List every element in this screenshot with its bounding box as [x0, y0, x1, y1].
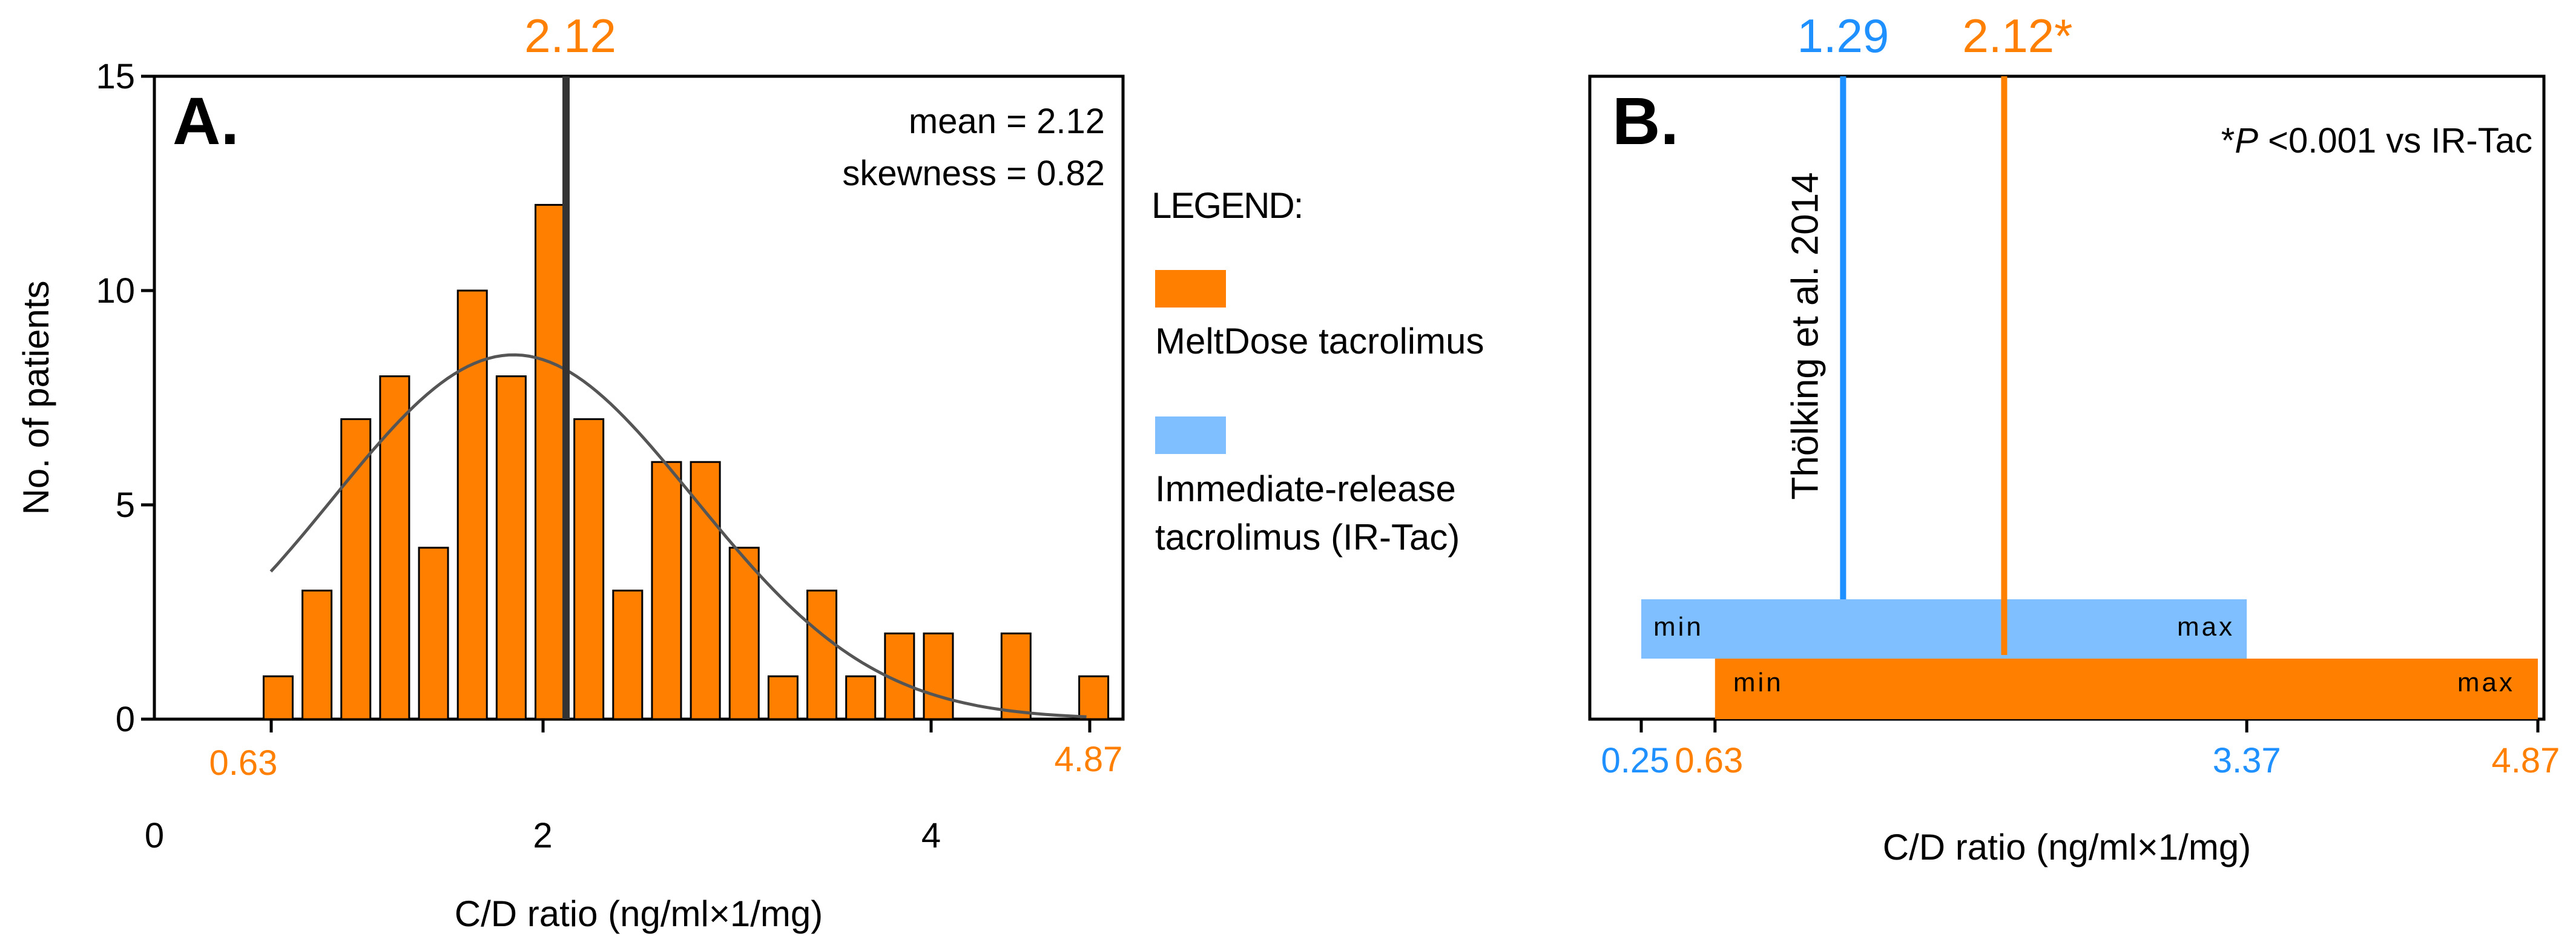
ir-tac-bar-max-text: max	[2177, 612, 2235, 642]
x-tick-label: 0	[145, 816, 164, 855]
histogram-bar	[884, 632, 915, 720]
histogram-bar	[651, 461, 682, 720]
panel-a-y-axis: 0 5 10 15	[96, 57, 154, 739]
panel-a-bars	[262, 203, 1110, 720]
legend-swatch-ir-tac	[1155, 416, 1226, 454]
histogram-bar	[767, 675, 799, 720]
histogram-bar	[845, 675, 877, 720]
y-tick-label: 10	[96, 271, 135, 311]
histogram-bar	[418, 547, 449, 720]
histogram-bar	[573, 418, 605, 720]
x-tick-label: 0.63	[1675, 741, 1743, 780]
panel-a-y-label: No. of patients	[16, 281, 56, 515]
legend-label-ir-tac-line1: Immediate-release	[1155, 469, 1456, 509]
ir-tac-range-bar	[1641, 599, 2247, 659]
histogram-bar	[1000, 632, 1032, 720]
histogram-bar	[535, 203, 565, 720]
panel-a-x-axis: 0 2 4	[145, 719, 1092, 855]
histogram-bar	[340, 418, 372, 720]
histogram-bar	[728, 547, 760, 720]
note-prefix: *	[2221, 121, 2235, 160]
ir-tac-line-annotation: Thölking et al. 2014	[1784, 172, 1826, 499]
histogram-bar	[923, 632, 954, 720]
ir-tac-bar-min-text: min	[1653, 612, 1704, 642]
meltdose-bar-max-text: max	[2457, 668, 2515, 697]
histogram-bar	[301, 590, 333, 720]
histogram-bar	[262, 675, 294, 720]
panel-a-range-max-label: 4.87	[1055, 740, 1123, 779]
panel-a-stats-mean: mean = 2.12	[909, 102, 1105, 141]
legend-swatch-meltdose	[1155, 270, 1226, 308]
y-tick-label: 15	[96, 57, 135, 96]
legend-label-ir-tac-line2: tacrolimus (IR-Tac)	[1155, 517, 1460, 558]
histogram-bar	[690, 461, 721, 720]
meltdose-bar-min-text: min	[1733, 668, 1784, 697]
panel-a-x-label: C/D ratio (ng/ml×1/mg)	[455, 893, 823, 934]
panel-b-significance-note: *P <0.001 vs IR-Tac	[2221, 121, 2532, 160]
x-tick-label: 4	[921, 816, 941, 855]
histogram-bar	[495, 375, 527, 720]
panel-a-range-min-label: 0.63	[209, 743, 278, 783]
meltdose-mean-label: 2.12*	[1962, 9, 2072, 62]
y-tick-label: 0	[116, 700, 135, 739]
legend: LEGEND: MeltDose tacrolimus Immediate-re…	[1151, 185, 1484, 558]
panel-a-stats-skewness: skewness = 0.82	[842, 154, 1105, 193]
histogram-bar	[612, 590, 644, 720]
x-tick-label: 4.87	[2492, 741, 2560, 780]
legend-label-meltdose: MeltDose tacrolimus	[1155, 321, 1484, 361]
x-tick-label: 3.37	[2213, 741, 2281, 780]
panel-b-letter: B.	[1612, 84, 1679, 159]
x-tick-label: 0.25	[1601, 741, 1670, 780]
panel-a-mean-label: 2.12	[524, 9, 616, 62]
histogram-bar	[806, 590, 838, 720]
panel-b-x-axis: 0.25 0.63 3.37 4.87	[1601, 719, 2560, 780]
panel-a-letter: A.	[173, 84, 239, 159]
panel-a-normal-fit-curve	[269, 353, 1087, 719]
panel-b-x-label: C/D ratio (ng/ml×1/mg)	[1883, 827, 2252, 867]
ir-tac-mean-label: 1.29	[1797, 9, 1889, 62]
panel-a: 2.12 A. mean = 2.12 skewness = 0.82 0 5 10…	[16, 9, 1125, 934]
y-tick-label: 5	[116, 485, 135, 525]
meltdose-range-bar	[1715, 659, 2538, 719]
note-p: P	[2235, 121, 2258, 160]
panel-b: B. *P <0.001 vs IR-Tac min max min max 1…	[1588, 9, 2560, 867]
x-tick-label: 2	[533, 816, 552, 855]
histogram-bar	[456, 289, 488, 720]
legend-title: LEGEND:	[1151, 185, 1302, 226]
histogram-bar	[379, 375, 410, 720]
note-suffix: <0.001 vs IR-Tac	[2258, 121, 2532, 160]
histogram-bar	[1078, 675, 1110, 720]
